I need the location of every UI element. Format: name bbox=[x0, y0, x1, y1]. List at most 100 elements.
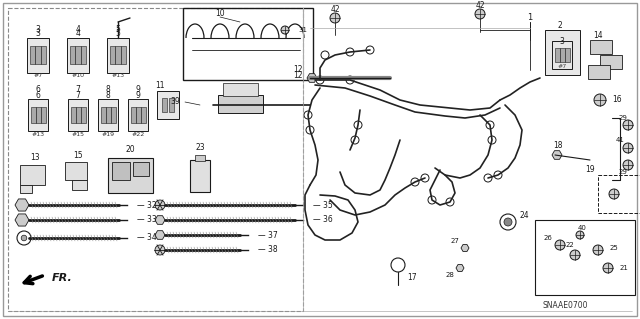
Text: 2: 2 bbox=[557, 20, 563, 29]
Circle shape bbox=[555, 240, 565, 250]
Polygon shape bbox=[155, 231, 165, 239]
Text: 22: 22 bbox=[566, 242, 574, 248]
Bar bbox=[223, 83, 258, 96]
Bar bbox=[27, 38, 49, 72]
Circle shape bbox=[500, 214, 516, 230]
Bar bbox=[111, 107, 115, 123]
Bar bbox=[141, 107, 145, 123]
Bar bbox=[169, 98, 175, 112]
Text: 39: 39 bbox=[170, 98, 180, 107]
Text: — 34: — 34 bbox=[137, 234, 157, 242]
Text: 10: 10 bbox=[215, 10, 225, 19]
Text: 9: 9 bbox=[136, 85, 140, 94]
Text: — 32: — 32 bbox=[137, 201, 157, 210]
Polygon shape bbox=[155, 216, 165, 224]
Text: 42: 42 bbox=[475, 2, 485, 11]
Text: 5: 5 bbox=[116, 26, 120, 34]
Text: #15: #15 bbox=[72, 131, 84, 137]
Circle shape bbox=[475, 9, 485, 19]
Text: #22: #22 bbox=[131, 131, 145, 137]
Text: 3: 3 bbox=[559, 38, 564, 47]
Bar bbox=[112, 162, 130, 180]
Text: 25: 25 bbox=[610, 245, 619, 251]
Text: 17: 17 bbox=[407, 273, 417, 283]
Text: 12: 12 bbox=[294, 65, 303, 75]
Text: 28: 28 bbox=[445, 272, 454, 278]
Circle shape bbox=[488, 136, 496, 144]
Bar bbox=[157, 91, 179, 119]
Text: 3: 3 bbox=[36, 26, 40, 34]
Bar bbox=[598, 175, 640, 213]
Circle shape bbox=[594, 94, 606, 106]
Bar bbox=[35, 46, 41, 64]
Bar bbox=[81, 107, 86, 123]
Text: — 38: — 38 bbox=[258, 246, 278, 255]
Circle shape bbox=[21, 235, 27, 241]
Circle shape bbox=[304, 111, 312, 119]
Bar bbox=[70, 46, 76, 64]
Bar bbox=[161, 98, 167, 112]
Text: #7: #7 bbox=[557, 64, 566, 70]
Text: 1: 1 bbox=[527, 13, 532, 23]
Polygon shape bbox=[461, 245, 469, 251]
Text: 21: 21 bbox=[620, 265, 629, 271]
Bar bbox=[72, 180, 87, 190]
Polygon shape bbox=[15, 214, 29, 226]
Circle shape bbox=[603, 263, 613, 273]
Bar bbox=[108, 158, 153, 193]
Circle shape bbox=[411, 178, 419, 186]
Circle shape bbox=[222, 102, 228, 108]
Circle shape bbox=[330, 13, 340, 23]
Polygon shape bbox=[552, 151, 562, 159]
Bar bbox=[29, 46, 35, 64]
Bar bbox=[590, 40, 612, 54]
Text: 31: 31 bbox=[298, 27, 307, 33]
Text: SNAAE0700: SNAAE0700 bbox=[542, 300, 588, 309]
Circle shape bbox=[346, 76, 354, 84]
Circle shape bbox=[366, 46, 374, 54]
Circle shape bbox=[155, 200, 165, 210]
Bar bbox=[68, 99, 88, 131]
Text: 14: 14 bbox=[593, 31, 603, 40]
Circle shape bbox=[155, 245, 165, 255]
Circle shape bbox=[391, 258, 405, 272]
Text: 15: 15 bbox=[73, 151, 83, 160]
Bar bbox=[218, 95, 263, 113]
Text: 16: 16 bbox=[612, 95, 621, 105]
Text: 9: 9 bbox=[136, 91, 140, 100]
Bar bbox=[131, 107, 136, 123]
Bar bbox=[65, 162, 87, 180]
Bar bbox=[559, 48, 564, 62]
Circle shape bbox=[609, 189, 619, 199]
Text: 3: 3 bbox=[36, 29, 40, 38]
Bar bbox=[545, 30, 580, 75]
Circle shape bbox=[576, 231, 584, 239]
Bar bbox=[76, 46, 81, 64]
Text: 6: 6 bbox=[36, 91, 40, 100]
Bar bbox=[81, 46, 86, 64]
Bar bbox=[133, 162, 149, 176]
Text: 18: 18 bbox=[553, 140, 563, 150]
Circle shape bbox=[351, 136, 359, 144]
Bar bbox=[195, 155, 205, 161]
Polygon shape bbox=[307, 74, 317, 82]
Text: 6: 6 bbox=[36, 85, 40, 94]
Bar bbox=[136, 107, 141, 123]
Text: 27: 27 bbox=[451, 238, 460, 244]
Circle shape bbox=[421, 174, 429, 182]
Bar bbox=[20, 165, 45, 185]
Polygon shape bbox=[15, 199, 29, 211]
Bar bbox=[8, 8, 303, 311]
Text: 7: 7 bbox=[76, 85, 81, 94]
Text: #7: #7 bbox=[33, 73, 43, 78]
Text: 29: 29 bbox=[619, 169, 627, 175]
Circle shape bbox=[316, 76, 324, 84]
Circle shape bbox=[623, 143, 633, 153]
Bar bbox=[190, 160, 210, 192]
Text: 4: 4 bbox=[76, 26, 81, 34]
Circle shape bbox=[623, 160, 633, 170]
Text: #19: #19 bbox=[101, 131, 115, 137]
Bar bbox=[35, 107, 40, 123]
Bar bbox=[76, 107, 81, 123]
Bar bbox=[552, 41, 572, 69]
